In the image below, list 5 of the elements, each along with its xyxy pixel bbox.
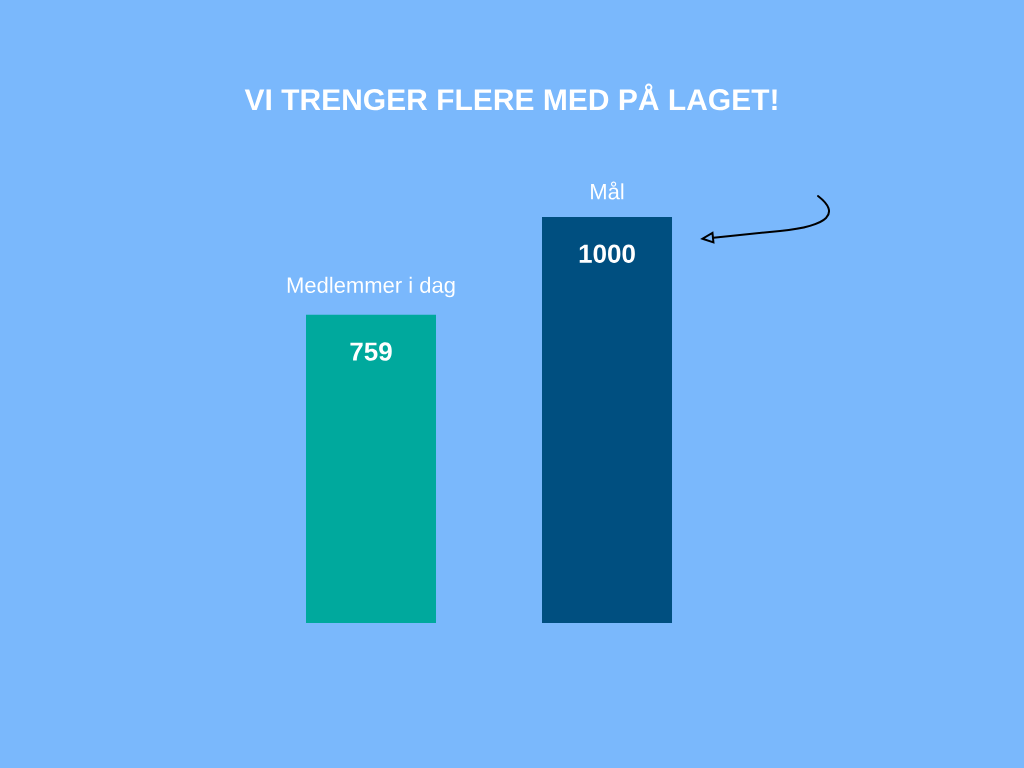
data-label: 759 bbox=[350, 342, 392, 361]
x-tick-label: Medlemmer i dag bbox=[287, 276, 455, 298]
data-label: 1000 bbox=[579, 244, 635, 263]
chart-title: VI TRENGER FLERE MED PÅ LAGET! bbox=[244, 83, 777, 111]
x-tick-label: Mål bbox=[591, 181, 624, 200]
